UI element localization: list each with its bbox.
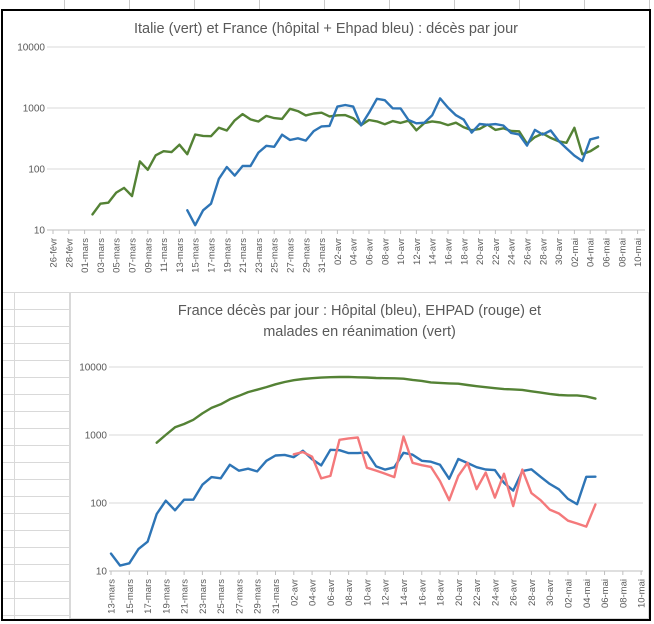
y-tick-label: 10000	[79, 363, 107, 374]
series-reanimation-line	[155, 375, 597, 444]
x-tick-label: 04-avr	[308, 579, 319, 606]
x-tick-label: 21-mars	[238, 238, 249, 273]
x-tick-label: 19-mars	[222, 238, 233, 273]
x-tick-label: 25-mars	[216, 579, 227, 614]
y-tick-label: 10	[96, 567, 108, 578]
x-tick-label: 22-avr	[491, 238, 502, 265]
x-tick-label: 28-avr	[538, 238, 549, 265]
x-tick-label: 17-mars	[143, 579, 154, 614]
x-tick-label: 08-mai	[618, 579, 629, 608]
x-tick-label: 23-mars	[198, 579, 209, 614]
x-tick-label: 10-avr	[396, 238, 407, 265]
x-tick-label: 16-avr	[444, 238, 455, 265]
x-tick-label: 24-avr	[490, 579, 501, 606]
chart-france-detail: France décès par jour : Hôpital (bleu), …	[70, 292, 649, 619]
x-tick-label: 16-avr	[417, 579, 428, 606]
x-tick-label: 27-mars	[286, 238, 297, 273]
x-tick-label: 02-avr	[289, 579, 300, 606]
y-tick-label: 100	[90, 499, 107, 510]
x-tick-label: 06-mai	[602, 238, 613, 267]
x-tick-label: 30-avr	[545, 579, 556, 606]
series-italie-line	[91, 107, 600, 216]
x-tick-label: 08-avr	[344, 579, 355, 606]
y-tick-label: 10	[34, 226, 46, 237]
x-tick-label: 05-mars	[112, 238, 123, 273]
x-tick-label: 30-avr	[554, 238, 565, 265]
x-tick-label: 18-avr	[436, 579, 447, 606]
x-tick-label: 04-avr	[349, 238, 360, 265]
worksheet-column-gridlines	[0, 0, 654, 9]
series-france-total-line	[186, 97, 600, 227]
x-tick-label: 08-mai	[617, 238, 628, 267]
x-tick-label: 12-avr	[381, 579, 392, 606]
italie-france-plot-area: 10 100 1000 10000 26-févr 28-févr 01-mars 03-ma…	[17, 43, 645, 273]
x-tick-label: 02-mai	[564, 579, 575, 608]
x-tick-label: 14-avr	[399, 579, 410, 606]
y-tick-label: 100	[28, 165, 45, 176]
x-tick-label: 25-mars	[270, 238, 281, 273]
x-tick-label: 29-mars	[253, 579, 264, 614]
worksheet-frame: Italie (vert) et France (hôpital + Ehpad…	[1, 9, 651, 621]
x-tick-label: 14-avr	[428, 238, 439, 265]
x-tick-label: 10-mai	[637, 579, 648, 608]
x-tick-label: 06-mai	[600, 579, 611, 608]
series-ehpad-line	[292, 435, 597, 528]
chart-title-france-detail: France décès par jour : Hôpital (bleu), …	[71, 301, 648, 343]
x-tick-label: 24-avr	[507, 238, 518, 265]
x-tick-label: 15-mars	[191, 238, 202, 273]
chart-italie-france: Italie (vert) et France (hôpital + Ehpad…	[3, 11, 649, 292]
x-tick-label: 13-mars	[107, 579, 118, 614]
x-tick-label: 10-mai	[633, 238, 644, 267]
x-tick-label: 18-avr	[459, 238, 470, 265]
x-tick-label: 04-mai	[582, 579, 593, 608]
x-tick-label: 19-mars	[161, 579, 172, 614]
x-tick-label: 01-mars	[80, 238, 91, 273]
x-tick-label: 26-avr	[509, 579, 520, 606]
x-tick-label: 02-avr	[333, 238, 344, 265]
x-tick-label: 22-avr	[472, 579, 483, 606]
x-tick-label: 28-avr	[527, 579, 538, 606]
y-tick-label: 10000	[17, 43, 45, 54]
x-tick-label: 11-mars	[159, 238, 170, 272]
x-tick-label: 13-mars	[175, 238, 186, 273]
x-tick-label: 07-mars	[128, 238, 139, 273]
x-tick-label: 03-mars	[96, 238, 107, 273]
x-tick-label: 27-mars	[234, 579, 245, 614]
chart-title-line-1: France décès par jour : Hôpital (bleu), …	[177, 303, 542, 319]
chart-title-italie-france: Italie (vert) et France (hôpital + Ehpad…	[133, 21, 519, 37]
x-tick-label: 31-mars	[317, 238, 328, 273]
y-tick-label: 1000	[23, 104, 46, 115]
x-tick-label: 02-mai	[570, 238, 581, 267]
x-tick-label: 20-avr	[454, 579, 465, 606]
x-tick-label: 10-avr	[362, 579, 373, 606]
x-tick-label: 31-mars	[271, 579, 282, 614]
x-tick-label: 26-févr	[49, 238, 60, 268]
france-detail-plot-area: 10 100 1000 10000 13-mars 15-mars 17-mars 19-ma…	[79, 363, 648, 614]
x-tick-label: 12-avr	[412, 238, 423, 265]
x-tick-label: 21-mars	[180, 579, 191, 614]
x-tick-label: 17-mars	[207, 238, 218, 273]
x-tick-label: 26-avr	[523, 238, 534, 265]
y-tick-label: 1000	[85, 431, 108, 442]
x-tick-label: 06-avr	[365, 238, 376, 265]
x-tick-label: 23-mars	[254, 238, 265, 273]
x-tick-label: 06-avr	[326, 579, 337, 606]
x-tick-label: 09-mars	[143, 238, 154, 273]
chart-title-line-2: malades en réanimation (vert)	[263, 324, 456, 340]
x-tick-label: 29-mars	[301, 238, 312, 273]
worksheet-cell-gridlines	[3, 292, 70, 619]
x-tick-label: 04-mai	[586, 238, 597, 267]
x-tick-label: 08-avr	[380, 238, 391, 265]
x-tick-label: 28-févr	[64, 238, 75, 268]
series-hopital-line	[109, 448, 597, 567]
x-tick-label: 15-mars	[125, 579, 136, 614]
x-tick-label: 20-avr	[475, 238, 486, 265]
